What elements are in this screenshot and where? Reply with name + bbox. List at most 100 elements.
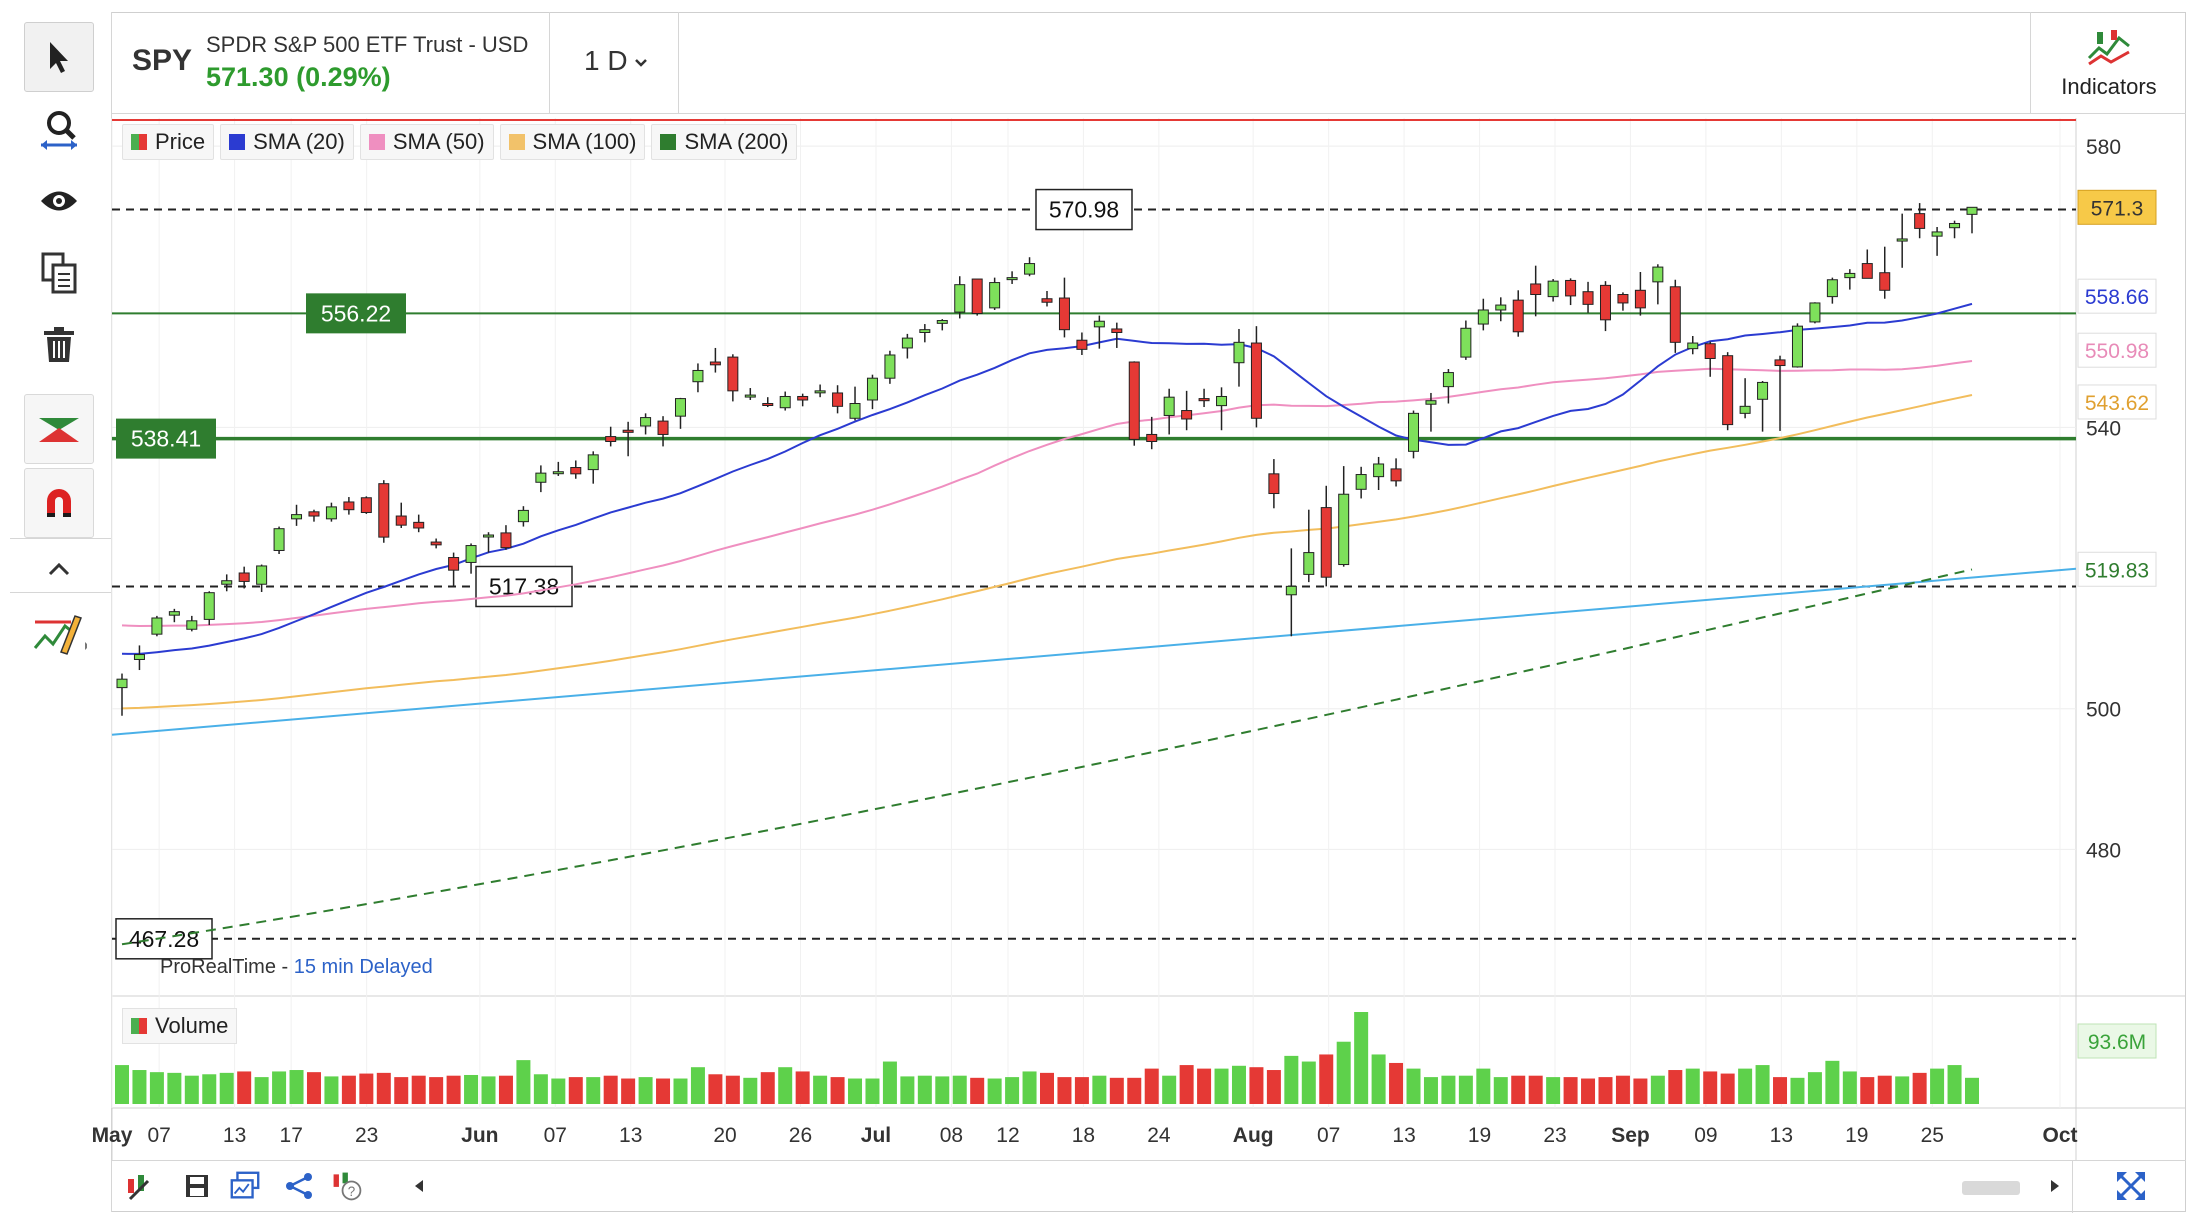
visibility-tool[interactable] bbox=[24, 166, 94, 236]
sma-200-line bbox=[121, 568, 1973, 946]
volume-bar bbox=[498, 1075, 513, 1104]
candle-body bbox=[1303, 552, 1315, 575]
chevron-down-icon bbox=[635, 59, 647, 67]
volume-tag-box bbox=[2077, 1023, 2157, 1059]
share-button[interactable] bbox=[282, 1169, 316, 1203]
indicators-button[interactable]: Indicators bbox=[2030, 12, 2186, 114]
volume-bar bbox=[446, 1075, 461, 1104]
legend-item[interactable]: Price bbox=[122, 124, 215, 160]
candle-body bbox=[1896, 238, 1908, 242]
candle-body bbox=[605, 436, 617, 442]
magnet-tool[interactable] bbox=[24, 468, 94, 538]
copy-tool[interactable] bbox=[24, 238, 94, 308]
volume-bar bbox=[1633, 1078, 1648, 1104]
legend-item[interactable]: SMA (200) bbox=[651, 124, 798, 160]
candle-body bbox=[1512, 299, 1524, 333]
candle-body bbox=[448, 557, 460, 571]
candle-body bbox=[1076, 339, 1088, 350]
trend-line bbox=[111, 567, 2077, 736]
level-label: 467.28 bbox=[129, 926, 199, 952]
candle-body bbox=[640, 417, 652, 427]
ticker-symbol[interactable]: SPY bbox=[132, 44, 193, 77]
eye-icon bbox=[41, 191, 77, 211]
delay-note: 15 min Delayed bbox=[293, 956, 433, 978]
candle-body bbox=[1355, 474, 1367, 490]
collapse-toolbar-button[interactable] bbox=[24, 539, 94, 599]
x-tick-label: 23 bbox=[1543, 1124, 1566, 1147]
candle-body bbox=[570, 467, 582, 475]
legend-item[interactable]: SMA (20) bbox=[220, 124, 354, 160]
volume-bar bbox=[1092, 1075, 1107, 1104]
timeframe-value: 1 D bbox=[584, 45, 628, 76]
candle-body bbox=[1547, 280, 1559, 298]
legend-item[interactable]: SMA (50) bbox=[359, 124, 494, 160]
pointer-tool[interactable] bbox=[24, 22, 94, 92]
volume-bar bbox=[1109, 1077, 1124, 1104]
volume-bar bbox=[935, 1076, 950, 1104]
candle-body bbox=[1704, 343, 1716, 360]
candle-body bbox=[727, 356, 739, 392]
buy-sell-tool[interactable] bbox=[24, 394, 94, 464]
delete-tool[interactable] bbox=[24, 310, 94, 380]
zoom-tool[interactable] bbox=[24, 94, 94, 164]
candle-body bbox=[1477, 309, 1489, 325]
scroll-right-button[interactable] bbox=[2038, 1169, 2072, 1203]
volume-bar bbox=[760, 1072, 775, 1104]
volume-bar bbox=[254, 1077, 269, 1104]
legend-label: SMA (50) bbox=[392, 129, 485, 154]
candle-body bbox=[1739, 405, 1751, 414]
volume-bar bbox=[481, 1076, 496, 1104]
timeframe-select[interactable]: 1 D bbox=[549, 12, 679, 114]
scroll-left-button[interactable] bbox=[402, 1169, 436, 1203]
price-tag-box bbox=[2077, 278, 2157, 314]
volume-bar bbox=[638, 1077, 653, 1104]
candle-body bbox=[1530, 283, 1542, 296]
x-tick-label: 09 bbox=[1694, 1124, 1717, 1147]
save-button[interactable] bbox=[180, 1169, 214, 1203]
legend-item[interactable]: SMA (100) bbox=[499, 124, 646, 160]
volume-bar bbox=[1650, 1075, 1665, 1104]
candle-body bbox=[1879, 272, 1891, 291]
volume-bar bbox=[551, 1078, 566, 1104]
candle-body bbox=[552, 471, 564, 475]
candle-body bbox=[221, 580, 233, 585]
volume-bar bbox=[1930, 1068, 1945, 1104]
scroll-thumb[interactable] bbox=[1962, 1181, 2020, 1195]
price-tag-label: 558.66 bbox=[2085, 286, 2149, 309]
cursor-arrow-icon bbox=[50, 42, 68, 73]
volume-bar bbox=[917, 1075, 932, 1104]
volume-bar bbox=[289, 1070, 304, 1104]
templates-button[interactable] bbox=[228, 1169, 262, 1203]
chart-settings-button[interactable] bbox=[124, 1169, 158, 1203]
volume-bar bbox=[324, 1076, 339, 1104]
candle-body bbox=[116, 678, 128, 689]
candle-body bbox=[1669, 286, 1681, 343]
candle-body bbox=[325, 506, 337, 520]
volume-bar bbox=[795, 1071, 810, 1104]
volume-bar bbox=[464, 1074, 479, 1104]
x-tick-label: Sep bbox=[1611, 1124, 1650, 1147]
volume-bar bbox=[1423, 1077, 1438, 1104]
help-button[interactable]: ? bbox=[330, 1169, 364, 1203]
candle-body bbox=[657, 420, 669, 435]
fullscreen-button[interactable] bbox=[2114, 1169, 2148, 1203]
volume-bar bbox=[1912, 1072, 1927, 1104]
drawing-tools-menu[interactable] bbox=[24, 598, 94, 668]
candle-body bbox=[517, 509, 529, 523]
price-tag-box bbox=[2077, 551, 2157, 587]
magnet-icon bbox=[47, 489, 71, 517]
candle-body bbox=[779, 395, 791, 409]
candle-body bbox=[483, 534, 495, 538]
volume-bar bbox=[970, 1077, 985, 1104]
volume-bar bbox=[219, 1072, 234, 1104]
candle-body bbox=[971, 278, 983, 314]
toolbar-divider bbox=[10, 538, 112, 539]
volume-bar bbox=[1895, 1076, 1910, 1104]
y-tick-label: 580 bbox=[2086, 136, 2121, 159]
x-tick-label: 07 bbox=[147, 1124, 170, 1147]
volume-bar bbox=[1441, 1075, 1456, 1104]
sma-100-line bbox=[121, 394, 1973, 710]
volume-bar bbox=[1738, 1068, 1753, 1104]
candle-body bbox=[1722, 355, 1734, 426]
